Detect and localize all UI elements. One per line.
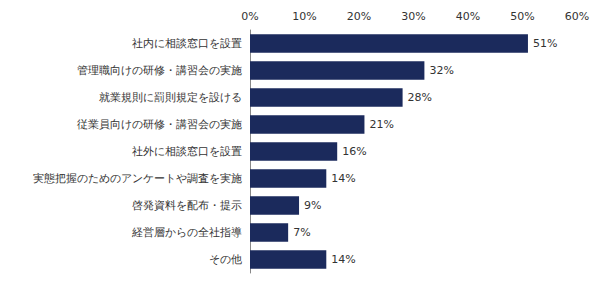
svg-text:30%: 30% — [401, 10, 425, 23]
svg-text:9%: 9% — [304, 199, 321, 212]
svg-text:社内に相談窓口を設置: 社内に相談窓口を設置 — [132, 37, 242, 50]
svg-text:0%: 0% — [241, 10, 258, 23]
svg-text:14%: 14% — [331, 253, 355, 266]
svg-text:40%: 40% — [456, 10, 480, 23]
svg-text:28%: 28% — [408, 91, 432, 104]
svg-text:60%: 60% — [565, 10, 589, 23]
svg-text:50%: 50% — [510, 10, 534, 23]
svg-text:就業規則に罰則規定を設ける: 就業規則に罰則規定を設ける — [99, 91, 242, 104]
svg-text:啓発資料を配布・提示: 啓発資料を配布・提示 — [132, 199, 242, 212]
svg-text:16%: 16% — [342, 145, 366, 158]
svg-text:実態把握のためのアンケートや調査を実施: 実態把握のためのアンケートや調査を実施 — [33, 172, 242, 185]
svg-text:社外に相談窓口を設置: 社外に相談窓口を設置 — [132, 145, 242, 158]
svg-text:7%: 7% — [293, 226, 310, 239]
svg-text:51%: 51% — [533, 37, 557, 50]
svg-text:14%: 14% — [331, 172, 355, 185]
svg-text:その他: その他 — [209, 253, 242, 266]
svg-text:20%: 20% — [347, 10, 371, 23]
svg-text:32%: 32% — [429, 64, 453, 77]
svg-text:従業員向けの研修・講習会の実施: 従業員向けの研修・講習会の実施 — [77, 118, 242, 131]
svg-text:経営層からの全社指導: 経営層からの全社指導 — [131, 226, 242, 239]
svg-text:10%: 10% — [292, 10, 316, 23]
svg-text:21%: 21% — [369, 118, 393, 131]
svg-text:管理職向けの研修・講習会の実施: 管理職向けの研修・講習会の実施 — [77, 64, 242, 77]
